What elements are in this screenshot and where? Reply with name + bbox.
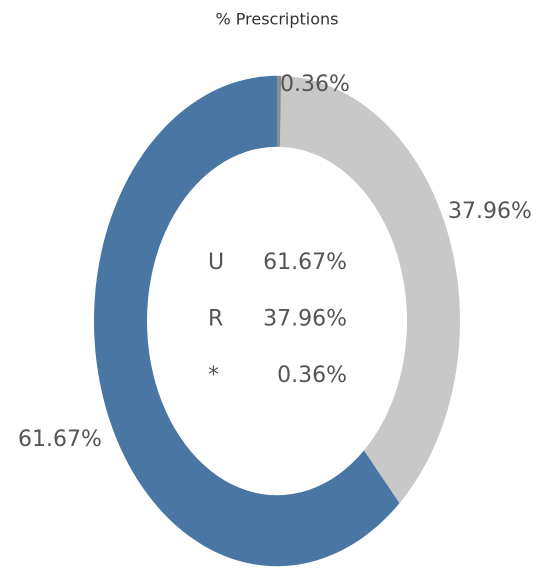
- slice-label: 61.67%: [18, 427, 102, 452]
- legend-value: 61.67%: [263, 250, 347, 275]
- legend-value: 0.36%: [277, 363, 347, 388]
- donut-slice: [94, 75, 400, 567]
- slice-label: 37.96%: [448, 199, 532, 224]
- donut-slice: [277, 75, 282, 147]
- legend-category: R: [208, 307, 223, 332]
- legend-value: 37.96%: [263, 307, 347, 332]
- slice-label: 0.36%: [280, 72, 350, 97]
- legend-category: *: [208, 363, 219, 388]
- chart-title: % Prescriptions: [215, 10, 338, 29]
- donut-slice: [279, 75, 461, 504]
- legend-category: U: [208, 250, 224, 275]
